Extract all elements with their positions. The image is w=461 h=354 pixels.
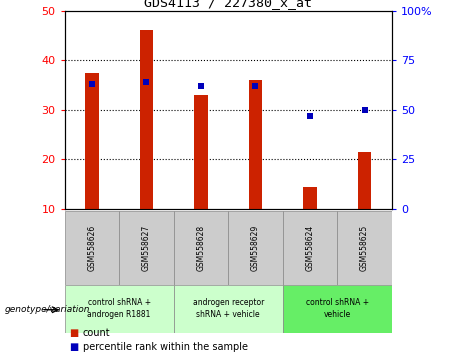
Text: genotype/variation: genotype/variation [5,305,90,314]
Bar [174,211,228,285]
Bar [358,152,372,209]
Bar [85,73,99,209]
Bar [248,80,262,209]
Bar [65,285,174,333]
Bar [228,211,283,285]
Title: GDS4113 / 227380_x_at: GDS4113 / 227380_x_at [144,0,312,10]
Bar [303,187,317,209]
Text: ■: ■ [69,328,78,338]
Text: GSM558626: GSM558626 [87,225,96,271]
Text: GSM558624: GSM558624 [306,225,314,271]
Text: androgen receptor
shRNA + vehicle: androgen receptor shRNA + vehicle [193,298,264,319]
Bar [65,211,119,285]
Bar [119,211,174,285]
Text: control shRNA +
vehicle: control shRNA + vehicle [306,298,369,319]
Bar [283,285,392,333]
Bar [283,211,337,285]
Text: GSM558627: GSM558627 [142,225,151,271]
Bar [174,285,283,333]
Text: GSM558629: GSM558629 [251,225,260,271]
Text: GSM558628: GSM558628 [196,225,206,271]
Text: control shRNA +
androgen R1881: control shRNA + androgen R1881 [88,298,151,319]
Bar [337,211,392,285]
Text: ■: ■ [69,342,78,352]
Bar [140,30,153,209]
Text: count: count [83,328,111,338]
Text: GSM558625: GSM558625 [360,225,369,271]
Bar [194,95,208,209]
Text: percentile rank within the sample: percentile rank within the sample [83,342,248,352]
